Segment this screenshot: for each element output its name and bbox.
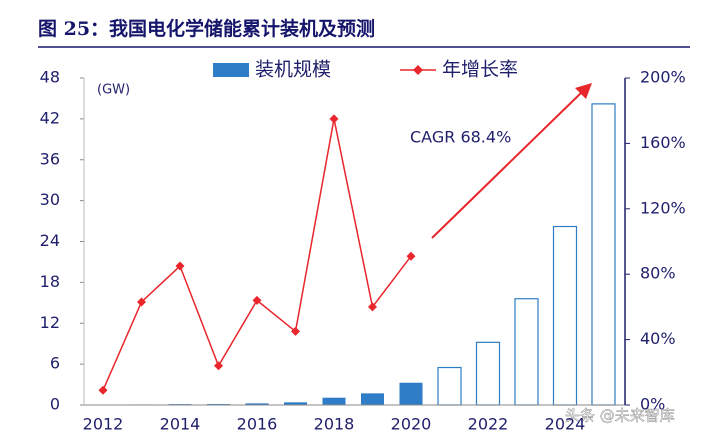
x-tick-label: 2016 xyxy=(237,415,278,434)
y2-tick-label: 120% xyxy=(640,198,686,217)
y2-tick-label: 200% xyxy=(640,68,686,87)
bar xyxy=(514,298,539,406)
annotation: CAGR 68.4% xyxy=(410,128,511,147)
legend-label: 年增长率 xyxy=(442,59,518,81)
bar xyxy=(399,382,423,405)
marker xyxy=(98,385,108,395)
marker xyxy=(368,302,377,312)
bar xyxy=(245,403,269,405)
watermark: 头条 @未来智库 xyxy=(565,407,675,425)
y-tick-label: 24 xyxy=(40,231,60,250)
legend-label: 装机规模 xyxy=(255,59,331,81)
marker xyxy=(137,297,146,307)
y-tick-label: 36 xyxy=(40,149,60,168)
x-tick-label: 2024 xyxy=(545,415,586,434)
bar xyxy=(361,393,384,405)
y-axis-label: (GW) xyxy=(97,83,130,98)
y2-tick-label: 80% xyxy=(640,264,676,283)
marker xyxy=(214,361,223,371)
y2-tick-label: 40% xyxy=(640,329,676,348)
bar xyxy=(552,225,578,406)
y-tick-label: 0 xyxy=(50,395,60,414)
marker xyxy=(252,295,262,305)
marker xyxy=(406,251,416,261)
legend-swatch xyxy=(213,63,249,77)
x-tick-label: 2018 xyxy=(314,415,355,434)
y-tick-label: 42 xyxy=(40,108,60,127)
x-tick-label: 2020 xyxy=(391,415,432,434)
x-tick-label: 2014 xyxy=(160,415,201,434)
y-tick-label: 48 xyxy=(40,68,60,87)
trend-arrow xyxy=(431,91,583,239)
marker xyxy=(291,326,300,336)
y-tick-label: 12 xyxy=(40,313,60,332)
y-tick-label: 30 xyxy=(40,190,60,209)
arrow-head xyxy=(575,83,592,99)
bar xyxy=(591,103,616,406)
y2-tick-label: 0% xyxy=(640,395,665,414)
y-tick-label: 6 xyxy=(50,354,60,373)
marker xyxy=(175,261,185,271)
marker xyxy=(329,114,339,124)
x-tick-label: 2012 xyxy=(83,415,124,434)
legend-marker xyxy=(413,65,423,75)
bar xyxy=(437,366,462,406)
y-tick-label: 18 xyxy=(40,272,60,291)
line xyxy=(102,118,412,391)
x-tick-label: 2022 xyxy=(468,415,509,434)
bar xyxy=(475,341,501,406)
bar xyxy=(322,397,346,405)
y2-tick-label: 160% xyxy=(640,133,686,152)
chart-title: 图 25：我国电化学储能累计装机及预测 xyxy=(38,17,375,40)
bar xyxy=(284,402,307,405)
